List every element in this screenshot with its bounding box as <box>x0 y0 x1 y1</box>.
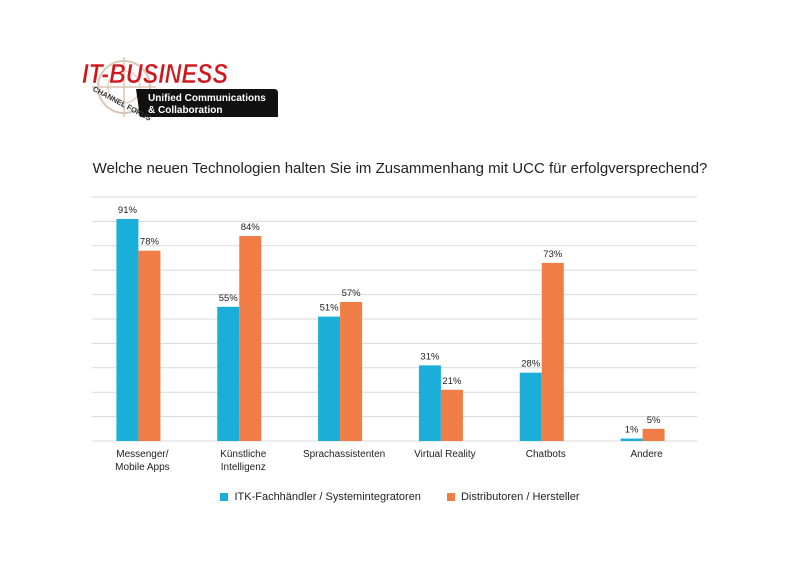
bar-series1 <box>620 438 643 441</box>
data-label-series1: 55% <box>219 293 239 304</box>
bar-series1 <box>116 218 139 441</box>
logo-tagline-line2: & Collaboration <box>148 105 222 116</box>
bar-series2 <box>541 262 564 441</box>
bar-series1 <box>519 372 542 441</box>
category-label: Sprachassistenten <box>303 449 385 460</box>
bar-series2 <box>239 236 262 441</box>
data-label-series1: 91% <box>118 205 138 216</box>
logo-tagline-line1: Unified Communications <box>148 93 266 104</box>
legend-label-series2: Distributoren / Hersteller <box>460 491 580 503</box>
data-label-series2: 78% <box>140 237 160 248</box>
data-label-series2: 84% <box>241 222 261 233</box>
legend-swatch-series1 <box>220 493 229 501</box>
bar-series2 <box>440 389 463 441</box>
legend-label-series1: ITK-Fachhändler / Systemintegratoren <box>234 491 421 503</box>
bar-series1 <box>217 306 240 441</box>
bar-series2 <box>138 250 161 441</box>
data-label-series1: 51% <box>320 303 340 314</box>
logo-brand: IT-BUSINESS <box>82 58 228 89</box>
bar-series2 <box>340 301 363 441</box>
data-label-series2: 21% <box>442 376 462 387</box>
data-label-series2: 73% <box>543 249 563 260</box>
data-label-series2: 57% <box>342 288 362 299</box>
bar-series1 <box>418 365 441 441</box>
chart-legend: ITK-Fachhändler / Systemintegratoren Dis… <box>0 491 800 503</box>
legend-item-series2: Distributoren / Hersteller <box>446 491 580 503</box>
data-label-series1: 1% <box>625 425 639 436</box>
bar-series1 <box>318 316 341 441</box>
legend-swatch-series2 <box>446 493 455 501</box>
it-business-logo: IT-BUSINESS CHANNEL FOKUS Unified Commun… <box>82 57 278 123</box>
category-label: Virtual Reality <box>414 449 476 460</box>
data-label-series1: 28% <box>521 359 541 370</box>
bar-series2 <box>642 428 665 441</box>
category-label: Künstliche Intelligenz <box>220 449 267 473</box>
category-label: Messenger/Mobile Apps <box>115 449 169 473</box>
crosshair-icon <box>92 57 156 117</box>
chart-title: Welche neuen Technologien halten Sie im … <box>92 160 708 177</box>
legend-item-series1: ITK-Fachhändler / Systemintegratoren <box>220 491 421 503</box>
data-label-series1: 31% <box>420 351 440 362</box>
data-label-series2: 5% <box>647 415 661 426</box>
category-label: Andere <box>630 449 663 460</box>
category-label: Chatbots <box>526 449 566 460</box>
